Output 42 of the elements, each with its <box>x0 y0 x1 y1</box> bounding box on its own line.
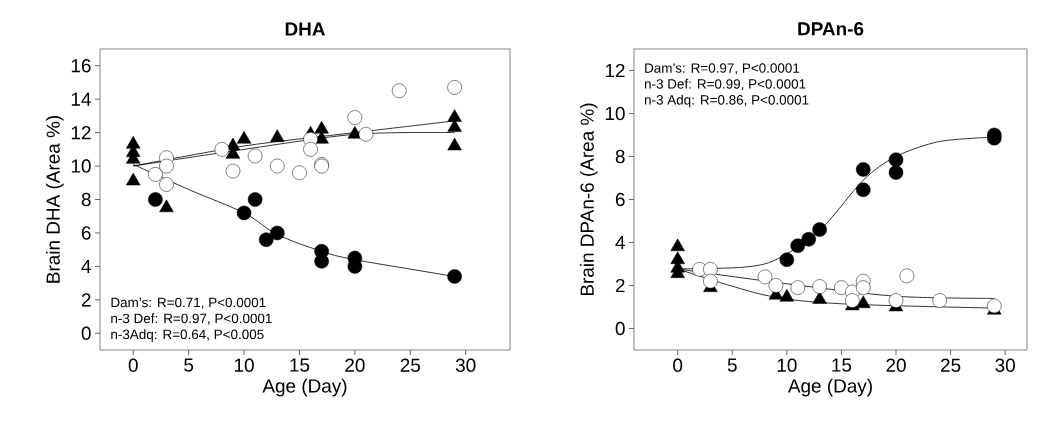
annotation: n-3 Def: R=0.97, P<0.0001 <box>111 313 272 325</box>
annotation: Dam’s: R=0.71, P<0.0001 <box>111 297 266 309</box>
x-tick-label: 20 <box>886 358 906 372</box>
x-tick-label: 10 <box>777 358 797 372</box>
x-tick-label: 25 <box>941 358 961 372</box>
annotation: n-3 Def: R=0.99, P<0.0001 <box>644 78 806 91</box>
annotation: n-3Adq: R=0.64, P<0.005 <box>111 329 264 342</box>
x-axis-title: Age (Day) <box>787 378 872 397</box>
y-tick-label: 6 <box>81 226 91 240</box>
y-axis-title: Brain DHA (Area %) <box>45 116 64 283</box>
y-tick-label: 8 <box>615 149 625 164</box>
y-tick-label: 14 <box>71 92 91 106</box>
x-tick-label: 0 <box>128 358 138 372</box>
x-tick-label: 10 <box>234 358 254 372</box>
x-axis-title: Age (Day) <box>262 378 347 397</box>
x-tick-label: 30 <box>455 358 476 372</box>
x-tick-label: 15 <box>832 358 852 372</box>
y-tick-label: 10 <box>71 159 91 173</box>
chart-title: DPAn-6 <box>798 22 864 36</box>
x-tick-label: 20 <box>345 358 365 372</box>
y-tick-label: 0 <box>81 326 91 340</box>
annotation: Dam’s: R=0.97, P<0.0001 <box>645 63 800 75</box>
annotation: n-3 Adq: R=0.86, P<0.0001 <box>644 94 809 108</box>
y-tick-label: 4 <box>615 235 625 250</box>
y-tick-label: 16 <box>71 59 91 73</box>
y-tick-label: 6 <box>615 192 625 207</box>
x-tick-label: 0 <box>673 358 683 372</box>
chart-title: DHA <box>285 22 325 36</box>
y-tick-label: 2 <box>81 293 91 307</box>
y-tick-label: 12 <box>605 63 625 78</box>
x-tick-label: 15 <box>290 358 310 372</box>
y-tick-label: 8 <box>81 192 91 207</box>
x-tick-label: 30 <box>995 358 1015 372</box>
x-tick-label: 5 <box>727 358 737 372</box>
y-tick-label: 10 <box>605 106 625 121</box>
y-tick-label: 4 <box>81 259 91 273</box>
y-tick-label: 0 <box>615 321 625 336</box>
y-tick-label: 2 <box>615 278 625 293</box>
x-tick-label: 25 <box>400 358 420 372</box>
y-axis-title: Brain DPAn-6 (Area %) <box>579 103 598 296</box>
x-tick-label: 5 <box>184 358 194 372</box>
y-tick-label: 12 <box>71 126 91 140</box>
